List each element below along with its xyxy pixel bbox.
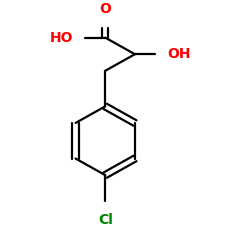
Text: Cl: Cl — [98, 213, 113, 227]
Text: HO: HO — [50, 30, 73, 44]
Text: OH: OH — [167, 47, 190, 61]
Text: O: O — [99, 2, 111, 16]
